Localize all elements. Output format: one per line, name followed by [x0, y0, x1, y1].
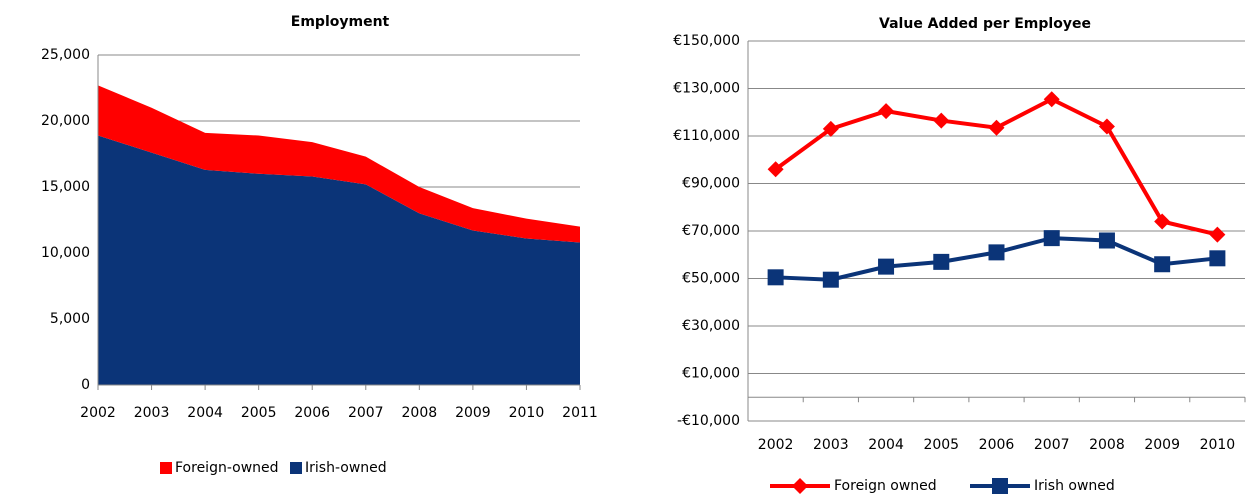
x-tick-label: 2010: [1200, 437, 1236, 453]
x-tick-label: 2010: [509, 405, 545, 421]
x-tick-label: 2009: [455, 405, 491, 421]
point: [878, 258, 895, 275]
y-tick-label: 25,000: [41, 47, 90, 63]
x-tick-label: 2005: [923, 437, 959, 453]
y-tick-label: €130,000: [673, 81, 740, 97]
area: [98, 135, 580, 385]
x-tick-label: 2005: [241, 405, 277, 421]
point: [1209, 250, 1226, 267]
point: [1098, 232, 1115, 249]
y-tick-label: 20,000: [41, 113, 90, 129]
x-tick-label: 2006: [979, 437, 1015, 453]
x-tick-label: 2011: [562, 405, 598, 421]
point: [1154, 256, 1171, 273]
point: [1043, 230, 1060, 247]
x-tick-label: 2004: [868, 437, 904, 453]
point: [1043, 91, 1060, 108]
x-tick-label: 2007: [348, 405, 384, 421]
point: [933, 112, 950, 129]
point: [1098, 118, 1115, 135]
y-tick-label: €50,000: [682, 271, 740, 287]
y-tick-label: €90,000: [682, 176, 740, 192]
legend-swatch: [290, 462, 302, 474]
y-tick-label: €10,000: [682, 366, 740, 382]
x-tick-label: 2003: [134, 405, 170, 421]
point: [1154, 213, 1171, 230]
legend-marker: [792, 478, 808, 494]
y-tick-label: 0: [81, 377, 90, 393]
y-tick-label: €150,000: [673, 33, 740, 49]
legend-label: Irish owned: [1034, 478, 1115, 494]
y-tick-label: €110,000: [673, 128, 740, 144]
x-tick-label: 2009: [1144, 437, 1180, 453]
x-tick-label: 2006: [294, 405, 330, 421]
legend-label: Irish-owned: [305, 460, 387, 476]
x-tick-label: 2008: [1089, 437, 1125, 453]
area: [98, 85, 580, 243]
point: [822, 271, 839, 288]
legend-label: Foreign owned: [834, 478, 937, 494]
x-tick-label: 2002: [758, 437, 794, 453]
y-tick-label: €30,000: [682, 318, 740, 334]
y-tick-label: 5,000: [50, 311, 90, 327]
chart-title: Value Added per Employee: [879, 16, 1091, 32]
legend-label: Foreign-owned: [175, 460, 279, 476]
y-tick-label: 15,000: [41, 179, 90, 195]
x-tick-label: 2002: [80, 405, 116, 421]
point: [878, 103, 895, 120]
x-tick-label: 2003: [813, 437, 849, 453]
point: [822, 120, 839, 137]
y-tick-label: -€10,000: [677, 413, 740, 429]
x-tick-label: 2008: [402, 405, 438, 421]
point: [933, 253, 950, 270]
x-tick-label: 2007: [1034, 437, 1070, 453]
legend-marker: [992, 478, 1008, 494]
point: [767, 269, 784, 286]
point: [988, 244, 1005, 261]
x-tick-label: 2004: [187, 405, 223, 421]
point: [988, 119, 1005, 136]
y-tick-label: €70,000: [682, 223, 740, 239]
y-tick-label: 10,000: [41, 245, 90, 261]
chart-title: Employment: [291, 14, 390, 30]
legend-swatch: [160, 462, 172, 474]
line: [774, 96, 1218, 237]
point: [767, 161, 784, 178]
point: [1209, 226, 1226, 243]
